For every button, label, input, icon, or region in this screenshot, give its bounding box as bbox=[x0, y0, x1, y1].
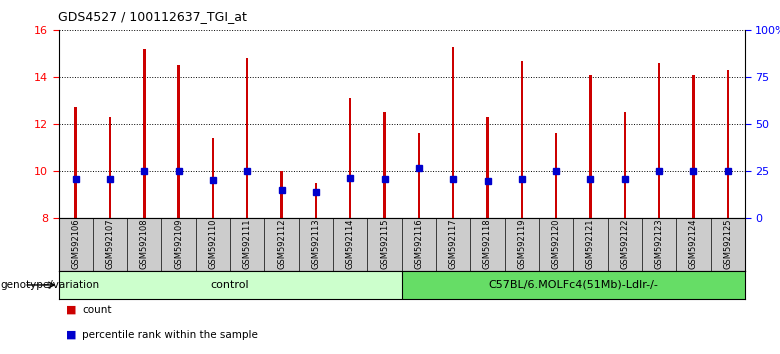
Text: GSM592118: GSM592118 bbox=[483, 219, 492, 269]
Text: GSM592106: GSM592106 bbox=[71, 219, 80, 269]
Text: C57BL/6.MOLFc4(51Mb)-Ldlr-/-: C57BL/6.MOLFc4(51Mb)-Ldlr-/- bbox=[488, 280, 658, 290]
Bar bbox=[58, 271, 402, 299]
Text: GSM592109: GSM592109 bbox=[174, 219, 183, 269]
Text: GSM592117: GSM592117 bbox=[448, 219, 458, 269]
Text: GSM592111: GSM592111 bbox=[243, 219, 252, 269]
Text: GSM592112: GSM592112 bbox=[277, 219, 286, 269]
Text: control: control bbox=[211, 280, 250, 290]
Bar bbox=[692, 75, 695, 218]
Text: GSM592119: GSM592119 bbox=[517, 219, 526, 269]
Text: count: count bbox=[82, 305, 112, 315]
Bar bbox=[589, 75, 592, 218]
Bar bbox=[658, 63, 661, 218]
Bar bbox=[555, 133, 558, 218]
Bar bbox=[417, 133, 420, 218]
Bar bbox=[452, 46, 455, 218]
Text: GSM592123: GSM592123 bbox=[654, 219, 664, 269]
Bar bbox=[314, 183, 317, 218]
Bar bbox=[280, 171, 283, 218]
Text: genotype/variation: genotype/variation bbox=[1, 280, 100, 290]
Bar bbox=[211, 138, 215, 218]
Text: ■: ■ bbox=[66, 305, 76, 315]
Bar bbox=[177, 65, 180, 218]
Bar bbox=[246, 58, 249, 218]
Text: GSM592122: GSM592122 bbox=[620, 219, 629, 269]
Text: ■: ■ bbox=[66, 330, 76, 339]
Bar bbox=[74, 108, 77, 218]
Text: GSM592115: GSM592115 bbox=[380, 219, 389, 269]
Bar bbox=[726, 70, 729, 218]
Text: GSM592107: GSM592107 bbox=[105, 219, 115, 269]
Text: GDS4527 / 100112637_TGI_at: GDS4527 / 100112637_TGI_at bbox=[58, 10, 246, 23]
Bar bbox=[520, 61, 523, 218]
Text: percentile rank within the sample: percentile rank within the sample bbox=[82, 330, 257, 339]
Text: GSM592113: GSM592113 bbox=[311, 219, 321, 269]
Text: GSM592116: GSM592116 bbox=[414, 219, 424, 269]
Bar bbox=[108, 117, 112, 218]
Text: GSM592120: GSM592120 bbox=[551, 219, 561, 269]
Bar bbox=[349, 98, 352, 218]
Text: GSM592124: GSM592124 bbox=[689, 219, 698, 269]
Bar bbox=[383, 112, 386, 218]
Text: GSM592110: GSM592110 bbox=[208, 219, 218, 269]
Text: GSM592108: GSM592108 bbox=[140, 219, 149, 269]
Bar bbox=[143, 49, 146, 218]
Text: GSM592121: GSM592121 bbox=[586, 219, 595, 269]
Bar bbox=[402, 271, 745, 299]
Text: GSM592114: GSM592114 bbox=[346, 219, 355, 269]
Bar bbox=[486, 117, 489, 218]
Bar bbox=[623, 112, 626, 218]
Text: GSM592125: GSM592125 bbox=[723, 219, 732, 269]
